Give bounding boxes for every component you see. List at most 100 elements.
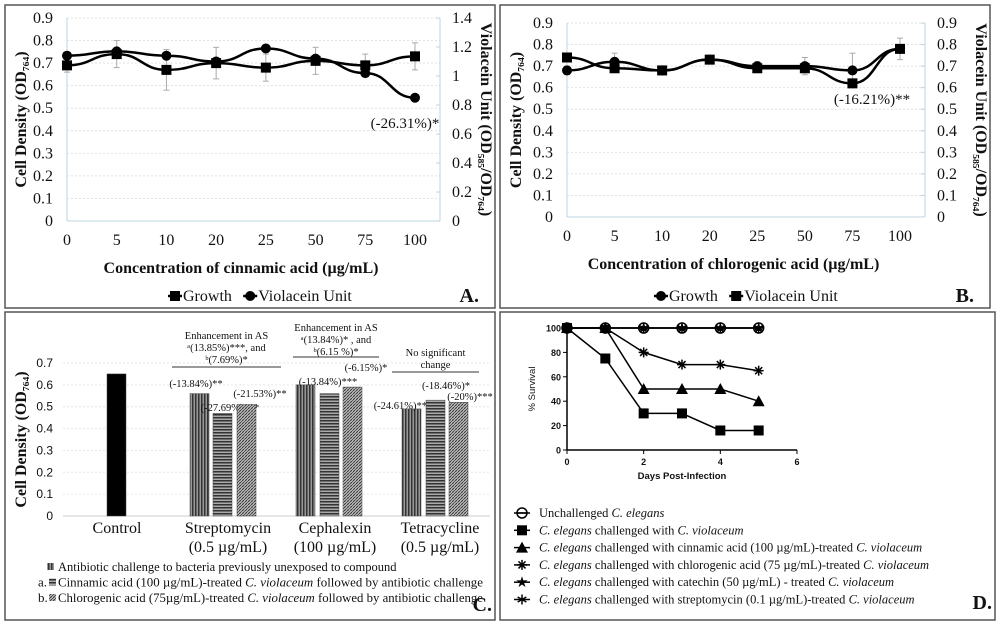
- x-tick-label: 0: [563, 228, 571, 245]
- data-point: [657, 65, 668, 76]
- y-tick-label: 0.8: [33, 33, 53, 50]
- legend-label: Growth: [183, 288, 232, 305]
- bar-label: (-13.84%)**: [169, 379, 222, 390]
- category-label: (0.5 µg/mL): [401, 539, 480, 556]
- legend-marker: [516, 507, 528, 519]
- data-point: [410, 92, 420, 103]
- legend-text-segment: C. elegans: [539, 593, 592, 607]
- bar: [106, 373, 127, 517]
- y2-tick-label: 0.3: [937, 144, 957, 161]
- category-label: Tetracycline: [401, 520, 480, 537]
- significance-note: ᵇ(6.15 %)*: [313, 347, 358, 358]
- data-point: [260, 43, 271, 54]
- x-tick-label: 2: [641, 457, 646, 467]
- y-tick-label: 80: [551, 348, 561, 358]
- significance-note: ᵃ(13.85%)***, and: [187, 343, 266, 354]
- panel-border: [4, 311, 496, 621]
- y-tick-label: 100: [546, 324, 561, 334]
- bar-label: (-21.53%)**: [233, 389, 286, 400]
- y2-tick-label: 0: [937, 209, 945, 226]
- category-label: Streptomycin: [185, 520, 271, 537]
- legend-label: C. elegans challenged with C. violaceum: [539, 523, 744, 537]
- x-tick-label: 10: [654, 228, 670, 245]
- y-axis-title: Cell Density (OD₇₆₄): [13, 51, 30, 187]
- data-point: [260, 62, 271, 73]
- y2-tick-label: 0.4: [937, 123, 957, 140]
- x-tick-label: 0: [564, 457, 569, 467]
- y-tick-label: 0.1: [533, 187, 553, 204]
- data-point: [753, 365, 764, 376]
- data-point: [677, 323, 687, 333]
- x-tick-label: 5: [611, 228, 619, 245]
- x-tick-label: 4: [718, 457, 723, 467]
- significance-note: change: [421, 360, 451, 371]
- legend-text-segment: challenged with chlorogenic acid (75 µg/…: [592, 558, 863, 572]
- y-tick-label: 60: [551, 372, 561, 382]
- y-tick-label: 0.9: [533, 15, 553, 32]
- y-axis-title: Cell Density (OD₇₆₄): [13, 371, 30, 507]
- category-label: Control: [93, 520, 142, 537]
- x-tick-label: 20: [702, 228, 718, 245]
- x-tick-label: 100: [403, 232, 427, 249]
- legend-text-segment: C. elegans: [539, 541, 592, 555]
- y2-axis-title: Violacein Unit (OD₅₈₅/OD₇₆₄): [972, 23, 989, 217]
- y-tick-label: 0.4: [33, 123, 53, 140]
- y-axis-title: % Survival: [527, 367, 538, 412]
- legend-label: C. elegans challenged with streptomycin …: [539, 593, 915, 607]
- data-point: [847, 78, 858, 89]
- y-tick-label: 0.1: [36, 487, 53, 501]
- bar-label: (-6.15%)*: [345, 363, 388, 374]
- legend-marker: [731, 291, 742, 301]
- category-label: (0.5 µg/mL): [189, 539, 268, 556]
- y2-tick-label: 0.2: [452, 184, 472, 201]
- bar-label: (-27.69%)***: [201, 403, 260, 414]
- legend-text-segment: Unchallenged: [539, 506, 612, 520]
- data-point: [600, 323, 611, 333]
- data-point: [62, 50, 72, 61]
- panel-c: 0 0.1 0.2 0.3 0.4 0.5 0.6 0.7 Cell Density (OD₇₆…: [4, 311, 496, 621]
- y-tick-label: 20: [551, 421, 561, 431]
- y2-tick-label: 0: [452, 213, 460, 230]
- legend-text-segment: Cinnamic acid (100 µg/mL)-treated: [58, 576, 245, 590]
- series-line: [566, 327, 759, 432]
- legend-text-segment: C. violaceum: [678, 523, 744, 537]
- annotation: (-16.21%)**: [834, 92, 910, 108]
- legend-text-segment: C. elegans: [539, 575, 592, 589]
- y-tick-label: 0: [45, 213, 53, 230]
- data-point: [562, 323, 572, 333]
- legend-label: Growth: [669, 288, 718, 305]
- y-tick-label: 0.8: [533, 37, 553, 54]
- series-line: [567, 327, 759, 402]
- legend-text-segment: challenged with catechin (50 µg/mL) - tr…: [592, 575, 828, 589]
- data-point: [609, 63, 620, 74]
- y2-tick-label: 0.9: [937, 15, 957, 32]
- x-tick-label: 50: [797, 228, 813, 245]
- y-axis-title: Cell Density (OD₇₆₄): [508, 52, 525, 188]
- legend-label: Violacein Unit: [258, 288, 352, 305]
- legend-prefix: a.: [38, 575, 47, 590]
- panel-b: 0 0.1 0.2 0.3 0.4 0.5 0.6 0.7 0.8 0.9 0 0.1 0.2 0.3 0.…: [499, 4, 991, 309]
- data-point: [111, 46, 122, 57]
- y2-tick-label: 0.8: [452, 97, 472, 114]
- data-point: [715, 359, 726, 370]
- bar: [295, 384, 316, 517]
- legend-marker: [516, 541, 528, 553]
- significance-note: Enhancement in AS: [294, 323, 378, 334]
- data-point: [753, 425, 764, 436]
- legend-marker: [245, 291, 256, 301]
- data-point: [638, 408, 649, 419]
- legend-text-segment: C. elegans: [539, 558, 592, 572]
- legend-swatch: [49, 578, 56, 586]
- data-point: [715, 323, 726, 333]
- y2-axis-title: Violacein Unit (OD₅₈₅/OD₇₆₄): [477, 23, 494, 217]
- x-tick-label: 50: [308, 232, 324, 249]
- data-point: [161, 64, 172, 75]
- x-tick-label: 10: [158, 232, 174, 249]
- panel-a: 0 0.1 0.2 0.3 0.4 0.5 0.6 0.7 0.8 0.9 0 0.2 0.4 0.6 0.…: [4, 4, 496, 309]
- significance-note: ᵃ(13.84%)* , and: [301, 335, 372, 346]
- legend-text-segment: challenged with cinnamic acid (100 µg/mL…: [592, 541, 856, 555]
- legend-text-segment: C. violaceum: [245, 576, 313, 590]
- category-label: (100 µg/mL): [294, 539, 377, 556]
- legend-label: Unchallenged C. elegans: [539, 506, 664, 520]
- x-tick-label: 20: [208, 232, 224, 249]
